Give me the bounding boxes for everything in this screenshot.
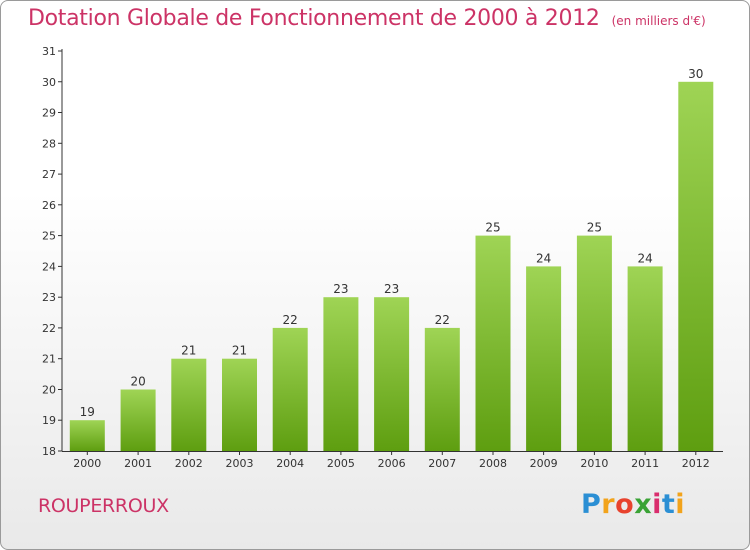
logo-letter: x	[634, 489, 653, 520]
data-label-2009: 24	[536, 251, 551, 265]
y-tick-label-26: 26	[42, 199, 56, 212]
chart-title-text: Dotation Globale de Fonctionnement de 20…	[28, 6, 600, 31]
x-tick-label-2004: 2004	[276, 457, 304, 470]
y-tick-label-31: 31	[42, 45, 56, 58]
logo-letter: r	[601, 489, 616, 520]
data-label-2012: 30	[688, 67, 703, 81]
bar-2010	[576, 235, 612, 451]
data-label-2000: 19	[80, 405, 95, 419]
bar-2005	[323, 297, 359, 451]
x-tick-label-2008: 2008	[479, 457, 507, 470]
x-tick-label-2012: 2012	[682, 457, 710, 470]
bar-2009	[526, 266, 562, 451]
bar-2001	[120, 389, 156, 451]
y-tick-label-30: 30	[42, 76, 56, 89]
data-label-2011: 24	[637, 251, 652, 265]
y-tick-label-23: 23	[42, 291, 56, 304]
x-tick-label-2000: 2000	[73, 457, 101, 470]
logo-letter: i	[652, 489, 662, 520]
data-label-2006: 23	[384, 282, 399, 296]
bar-2008	[475, 235, 511, 451]
y-tick-label-21: 21	[42, 353, 56, 366]
y-tick-label-20: 20	[42, 384, 56, 397]
data-label-2001: 20	[130, 375, 145, 389]
unit-note: (en milliers d'€)	[611, 14, 706, 28]
data-label-2003: 21	[232, 344, 247, 358]
x-tick-label-2006: 2006	[378, 457, 406, 470]
x-tick-label-2009: 2009	[530, 457, 558, 470]
bar-2012	[678, 81, 714, 452]
data-label-2002: 21	[181, 344, 196, 358]
proxiti-logo: Proxiti	[581, 489, 685, 520]
y-tick-label-19: 19	[42, 414, 56, 427]
data-label-2005: 23	[333, 282, 348, 296]
x-tick-label-2002: 2002	[175, 457, 203, 470]
bar-2003	[222, 358, 257, 451]
y-tick-label-25: 25	[42, 230, 56, 243]
y-tick-label-29: 29	[42, 107, 56, 120]
data-label-2004: 22	[283, 313, 298, 327]
bar-2011	[627, 266, 663, 451]
y-tick-label-18: 18	[42, 445, 56, 458]
y-tick-label-28: 28	[42, 137, 56, 150]
x-tick-label-2005: 2005	[327, 457, 355, 470]
logo-letter: i	[675, 489, 686, 520]
bar-2002	[171, 358, 207, 451]
commune-name: ROUPERROUX	[38, 495, 169, 517]
bar-2004	[272, 327, 308, 451]
data-label-2007: 22	[435, 313, 450, 327]
x-tick-label-2011: 2011	[631, 457, 659, 470]
x-tick-label-2010: 2010	[580, 457, 608, 470]
logo-letter: P	[581, 489, 602, 520]
data-label-2008: 25	[485, 221, 500, 235]
chart-title: Dotation Globale de Fonctionnement de 20…	[28, 6, 706, 31]
x-tick-label-2001: 2001	[124, 457, 152, 470]
y-tick-label-27: 27	[42, 168, 56, 181]
logo-letter: t	[661, 489, 676, 520]
data-label-2010: 25	[587, 221, 602, 235]
bar-2006	[374, 297, 410, 451]
bar-2007	[424, 327, 460, 451]
logo-letter: o	[615, 489, 635, 520]
x-tick-label-2003: 2003	[226, 457, 254, 470]
x-tick-label-2007: 2007	[428, 457, 456, 470]
bar-2000	[69, 420, 105, 451]
y-tick-label-24: 24	[42, 260, 56, 273]
y-tick-label-22: 22	[42, 322, 56, 335]
